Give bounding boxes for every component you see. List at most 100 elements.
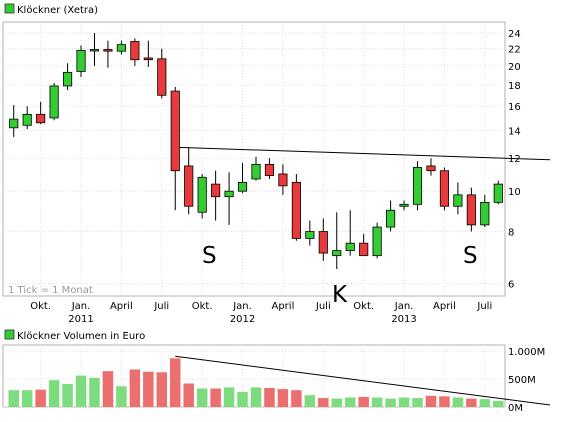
price-y-tick-label: 20 bbox=[508, 62, 521, 73]
volume-bar bbox=[479, 399, 491, 407]
x-tick-label: Juli bbox=[315, 301, 331, 312]
candle-body bbox=[184, 165, 194, 207]
volume-bar bbox=[183, 383, 194, 407]
year-label: 2012 bbox=[230, 314, 255, 325]
candles bbox=[9, 32, 503, 270]
price-trendline bbox=[175, 146, 551, 161]
volume-bar bbox=[62, 384, 73, 407]
volume-y-axis: 1.000M 500M 0M bbox=[508, 347, 545, 414]
volume-y-tick-label: 500M bbox=[508, 375, 536, 386]
price-legend-swatch bbox=[4, 3, 15, 14]
candle-body bbox=[130, 41, 140, 61]
year-label: 2011 bbox=[68, 314, 93, 325]
volume-legend-swatch bbox=[4, 329, 15, 340]
volume-bar bbox=[89, 377, 100, 407]
candle-body bbox=[116, 44, 126, 52]
candle-body bbox=[453, 194, 463, 207]
volume-bar bbox=[143, 371, 154, 407]
price-legend-label: Klöckner (Xetra) bbox=[17, 5, 98, 16]
price-panel-frame bbox=[2, 21, 506, 297]
x-tick-label: Jan. bbox=[71, 301, 91, 312]
candle-body bbox=[264, 163, 275, 177]
volume-bar bbox=[156, 372, 168, 407]
candle-body bbox=[237, 181, 248, 192]
price-y-tick-label: 6 bbox=[508, 280, 514, 291]
volume-bar bbox=[344, 397, 356, 407]
volume-bar bbox=[318, 398, 329, 407]
price-x-axis: Okt. Jan. April Juli Okt. Jan. April Juli Okt. Ja… bbox=[30, 301, 492, 325]
volume-bar bbox=[196, 388, 208, 407]
volume-bar bbox=[439, 396, 450, 407]
year-label: 2013 bbox=[391, 314, 416, 325]
tick-annotation: 1 Tick = 1 Monat bbox=[8, 285, 93, 296]
volume-bar bbox=[250, 387, 262, 407]
candle-body bbox=[62, 71, 73, 87]
price-y-tick-label: 16 bbox=[508, 102, 521, 113]
x-tick-label: Okt. bbox=[30, 301, 51, 312]
candle-body bbox=[372, 226, 382, 257]
x-tick-label: April bbox=[110, 301, 133, 312]
candle-body bbox=[143, 57, 153, 61]
candle-body bbox=[359, 242, 369, 257]
candle-body bbox=[103, 49, 113, 52]
candle-body bbox=[197, 176, 207, 213]
volume-bar bbox=[304, 395, 316, 407]
volume-bar bbox=[452, 397, 464, 407]
volume-bar bbox=[237, 391, 248, 407]
candle-body bbox=[318, 231, 328, 254]
price-y-tick-label: 24 bbox=[508, 29, 521, 40]
candle-body bbox=[157, 58, 167, 96]
x-tick-label: April bbox=[433, 301, 456, 312]
volume-bar bbox=[35, 389, 46, 407]
candle-body bbox=[332, 250, 342, 257]
x-tick-label: Okt. bbox=[192, 301, 213, 312]
volume-bar bbox=[371, 397, 383, 407]
volume-bar bbox=[466, 398, 477, 407]
candle-body bbox=[49, 85, 59, 119]
candle-body bbox=[493, 183, 503, 203]
x-tick-label: Juli bbox=[153, 301, 169, 312]
price-y-tick-label: 12 bbox=[508, 154, 521, 165]
volume-legend-label: Klöckner Volumen in Euro bbox=[17, 331, 145, 342]
volume-bar bbox=[264, 387, 275, 407]
candle-body bbox=[345, 242, 355, 251]
price-y-axis: 24 22 20 18 16 14 12 10 8 6 bbox=[508, 29, 521, 291]
price-y-tick-label: 22 bbox=[508, 45, 521, 56]
volume-y-tick-label: 0M bbox=[508, 403, 523, 414]
volume-bar bbox=[331, 398, 343, 407]
x-tick-label: Jan. bbox=[394, 301, 414, 312]
candle-body bbox=[426, 165, 436, 172]
candle-body bbox=[36, 113, 46, 124]
candle-body bbox=[412, 167, 423, 205]
volume-bars bbox=[8, 358, 504, 407]
volume-bar bbox=[493, 400, 504, 407]
volume-bar bbox=[223, 387, 235, 407]
candle-body bbox=[278, 173, 288, 187]
price-y-tick-label: 14 bbox=[508, 126, 521, 137]
candle-body bbox=[466, 194, 476, 226]
volume-bar bbox=[425, 395, 437, 407]
pattern-label-shoulder-right: S bbox=[463, 243, 478, 269]
candle-body bbox=[480, 201, 490, 226]
volume-bar bbox=[169, 358, 181, 407]
volume-bar bbox=[412, 398, 423, 407]
candle-body bbox=[170, 90, 180, 172]
candle-body bbox=[211, 183, 221, 198]
volume-bar bbox=[291, 390, 302, 407]
candle-body bbox=[386, 209, 396, 228]
candle-body bbox=[76, 49, 86, 72]
volume-bar bbox=[398, 397, 410, 407]
x-tick-label: Okt. bbox=[353, 301, 374, 312]
volume-bar bbox=[8, 390, 19, 407]
pattern-label-head: K bbox=[332, 282, 348, 308]
volume-trendline-line bbox=[175, 355, 551, 406]
x-tick-label: Juli bbox=[476, 301, 492, 312]
volume-bar bbox=[277, 389, 289, 407]
volume-bar bbox=[116, 386, 127, 407]
candle-body bbox=[439, 170, 450, 207]
volume-bar bbox=[21, 390, 33, 407]
price-y-tick-label: 10 bbox=[508, 187, 521, 198]
price-y-tick-label: 8 bbox=[508, 228, 514, 239]
price-y-tick-label: 18 bbox=[508, 81, 521, 92]
